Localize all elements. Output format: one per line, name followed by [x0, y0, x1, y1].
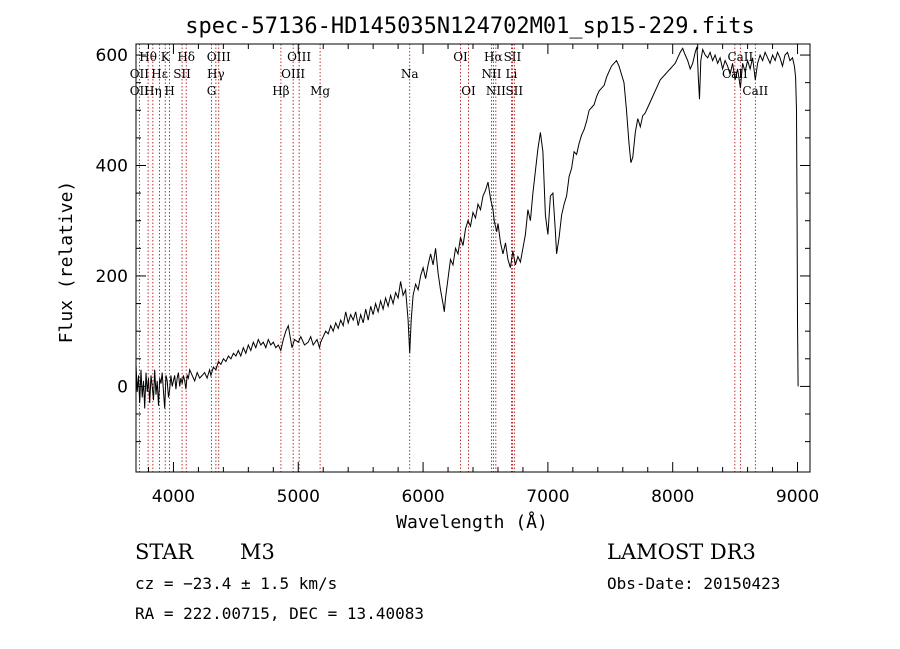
plot-frame: [135, 43, 811, 473]
line-label: OI: [461, 84, 476, 98]
line-label: Hγ: [207, 67, 225, 81]
x-axis-label: Wavelength (Å): [396, 511, 548, 533]
y-tick-label: 600: [96, 46, 128, 66]
observation-date: Obs-Date: 20150423: [607, 574, 780, 593]
line-label: Hδ: [177, 50, 195, 64]
x-tick-label: 5000: [277, 487, 320, 507]
line-label: K: [161, 50, 171, 64]
radial-velocity: cz = −23.4 ± 1.5 km/s: [135, 574, 337, 593]
line-label: Hε: [151, 67, 168, 81]
y-tick-label: 0: [117, 377, 128, 397]
line-label: SII: [505, 84, 523, 98]
x-tick-label: 6000: [401, 487, 444, 507]
x-tick-label: 4000: [152, 487, 195, 507]
line-label: OII: [130, 67, 150, 81]
survey-name: LAMOST DR3: [607, 540, 756, 564]
y-tick-label: 400: [96, 156, 128, 176]
chart-title: spec-57136-HD145035N124702M01_sp15-229.f…: [185, 14, 755, 39]
line-label: Hβ: [272, 84, 289, 98]
line-label: NII: [486, 84, 506, 98]
object-class: STAR: [135, 540, 194, 564]
line-label: G: [207, 84, 217, 98]
x-tick-label: 8000: [651, 487, 694, 507]
line-label: SII: [173, 67, 191, 81]
line-label: OI: [453, 50, 468, 64]
line-label: CaII: [727, 50, 753, 64]
line-label: Mg: [310, 84, 330, 98]
y-axis-label: Flux (relative): [56, 181, 77, 344]
line-label: OIII: [281, 67, 305, 81]
object-subclass: M3: [240, 540, 275, 564]
line-label: SII: [504, 50, 522, 64]
y-tick-label: 200: [96, 267, 128, 287]
spectral-line-markers: [138, 44, 756, 472]
line-label: Li: [506, 67, 518, 81]
coordinates: RA = 222.00715, DEC = 13.40083: [135, 604, 424, 623]
line-label: Hα: [484, 50, 503, 64]
line-label: OIII: [207, 50, 231, 64]
line-label: Hη: [144, 84, 162, 98]
line-label: H: [164, 84, 174, 98]
line-label: CaII: [742, 84, 768, 98]
line-label: NII: [481, 67, 501, 81]
line-label: OII: [130, 84, 150, 98]
y-axis-ticks: 0 200 400 600: [96, 46, 810, 443]
x-axis-ticks: 4000 5000 6000 7000 8000 9000: [147, 44, 819, 507]
x-tick-label: 7000: [526, 487, 569, 507]
line-label: Hθ: [139, 50, 157, 64]
line-label: OIII: [287, 50, 311, 64]
line-label: Na: [401, 67, 419, 81]
x-tick-label: 9000: [776, 487, 819, 507]
spectrum-line: [135, 46, 799, 409]
